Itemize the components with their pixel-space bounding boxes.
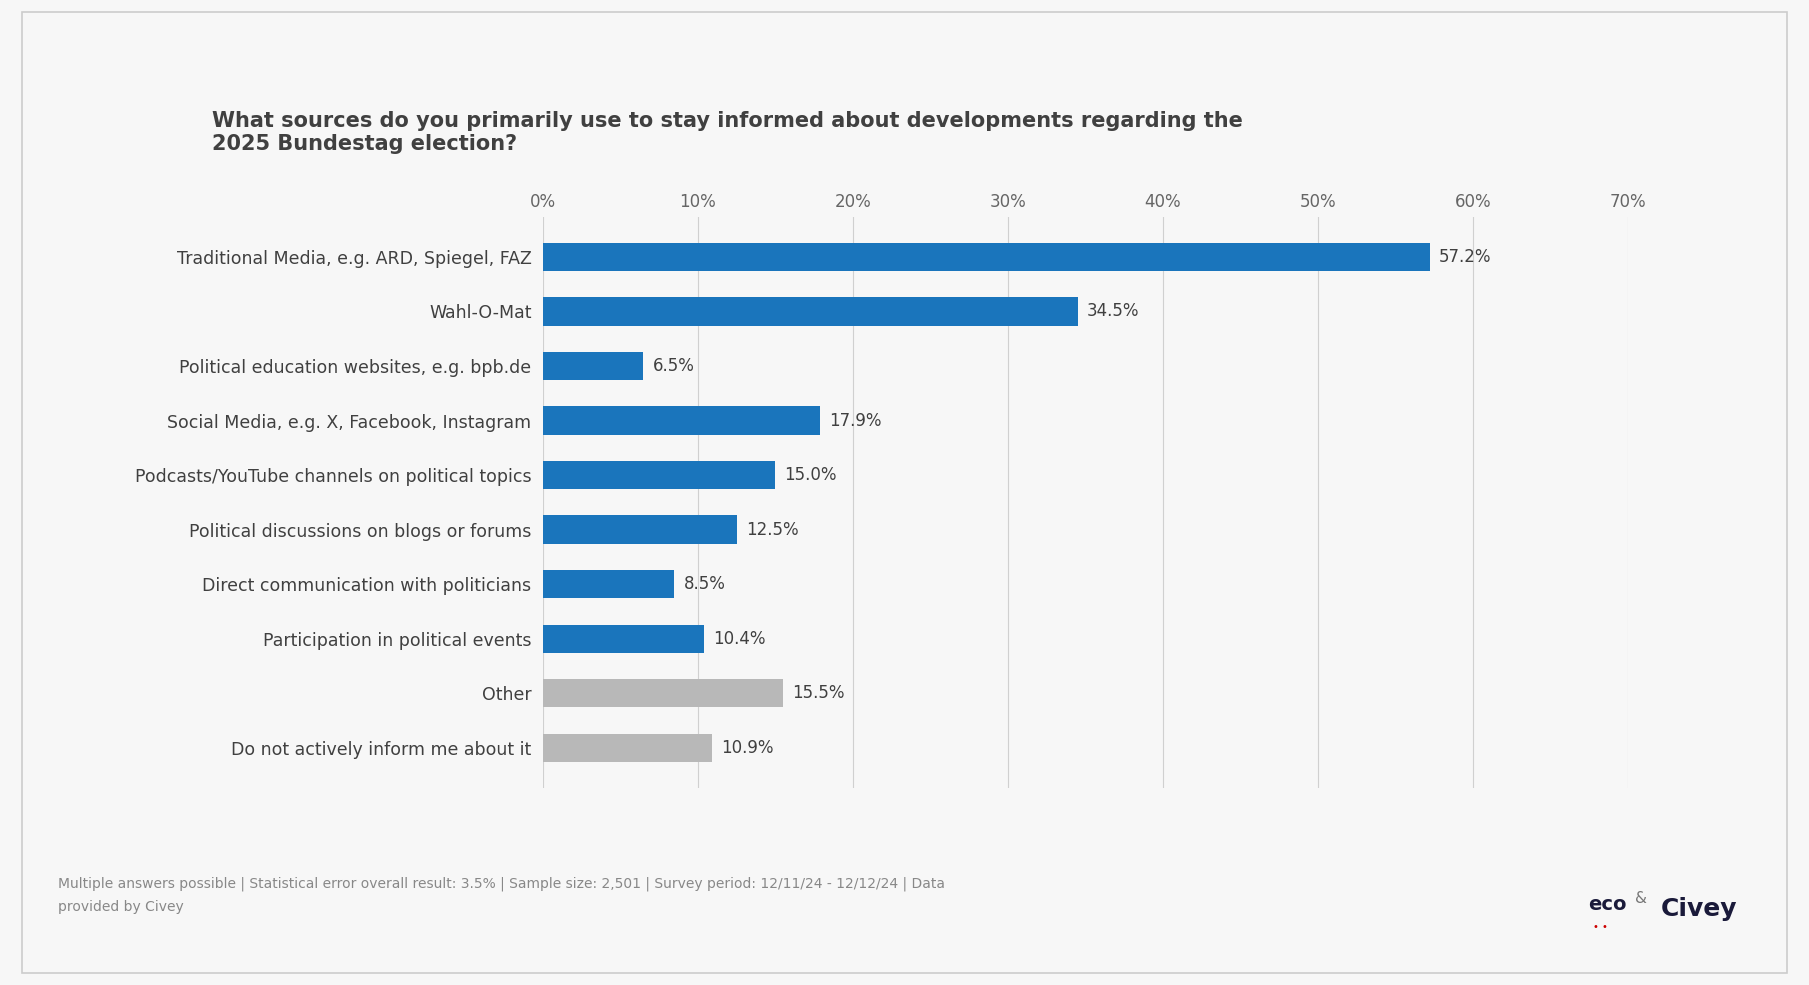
Text: 15.5%: 15.5% — [792, 685, 845, 702]
Bar — [543, 734, 711, 762]
Text: 15.0%: 15.0% — [785, 466, 838, 484]
Bar — [543, 570, 675, 598]
Text: 12.5%: 12.5% — [745, 521, 798, 539]
Bar — [543, 352, 644, 380]
Bar — [543, 242, 1429, 271]
Bar — [543, 679, 783, 707]
Text: 6.5%: 6.5% — [653, 357, 695, 375]
Text: What sources do you primarily use to stay informed about developments regarding : What sources do you primarily use to sta… — [212, 111, 1243, 154]
Text: 57.2%: 57.2% — [1438, 248, 1491, 266]
Bar — [543, 515, 736, 544]
Bar — [543, 624, 704, 653]
Text: 10.9%: 10.9% — [722, 739, 774, 756]
Text: Civey: Civey — [1661, 897, 1737, 921]
Text: 8.5%: 8.5% — [684, 575, 725, 593]
Bar — [543, 297, 1078, 326]
Bar — [543, 407, 819, 434]
Text: eco: eco — [1588, 895, 1626, 914]
Text: provided by Civey: provided by Civey — [58, 900, 185, 914]
Bar — [543, 461, 776, 490]
Text: Multiple answers possible | Statistical error overall result: 3.5% | Sample size: Multiple answers possible | Statistical … — [58, 877, 944, 891]
Text: &: & — [1635, 891, 1648, 906]
Text: • •: • • — [1592, 922, 1608, 932]
Text: 10.4%: 10.4% — [713, 629, 765, 648]
Text: 17.9%: 17.9% — [830, 412, 883, 429]
Text: 34.5%: 34.5% — [1087, 302, 1140, 320]
